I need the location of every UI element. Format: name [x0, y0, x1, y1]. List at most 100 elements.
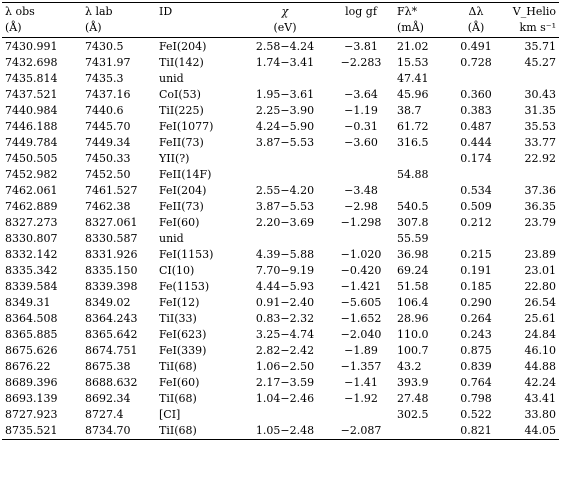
cell-id: CI(10) [159, 264, 195, 277]
cell-delta-lambda: 0.491 [460, 40, 492, 53]
header-lambda-obs: λ obs [2, 2, 82, 20]
cell-flux: 110.0 [397, 328, 429, 341]
cell-id: TiI(225) [159, 104, 204, 117]
cell-chi: 2.17−3.59 [255, 376, 315, 389]
cell-id: FeI(60) [159, 216, 200, 229]
cell-delta-lambda [450, 231, 502, 247]
cell-v-helio: 36.35 [524, 200, 557, 213]
cell-lambda-obs: 7440.984 [5, 104, 58, 117]
cell-lambda-lab: 8331.926 [85, 248, 138, 261]
cell-lambda-lab: 7440.6 [85, 104, 124, 117]
cell-lambda-obs: 7462.889 [5, 200, 58, 213]
cell-lambda-lab: 7450.33 [85, 152, 131, 165]
cell-delta-lambda: 0.839 [460, 360, 492, 373]
table-row: 7462.061 7461.527 FeI(204) 2.55−4.20 −3.48 0.… [2, 183, 559, 199]
cell-flux [394, 183, 450, 199]
cell-delta-lambda: 0.522 [460, 408, 492, 421]
cell-v-helio: 22.92 [524, 152, 557, 165]
cell-flux: 43.2 [397, 360, 422, 373]
cell-log-gf: −3.81 [344, 40, 378, 53]
table-row: 7437.521 7437.16 CoI(53) 1.95−3.61 −3.64 45.9… [2, 87, 559, 103]
cell-flux: 316.5 [397, 136, 429, 149]
cell-lambda-lab: 7431.97 [85, 56, 131, 69]
cell-lambda-obs: 8330.807 [5, 232, 58, 245]
cell-log-gf: −3.64 [344, 88, 378, 101]
cell-lambda-lab: 7449.34 [85, 136, 131, 149]
cell-v-helio: 35.71 [524, 40, 557, 53]
cell-flux: 55.59 [397, 232, 429, 245]
cell-chi: 3.25−4.74 [255, 328, 315, 341]
cell-delta-lambda: 0.360 [460, 88, 492, 101]
cell-flux: 38.7 [397, 104, 422, 117]
cell-log-gf [328, 71, 394, 87]
cell-id: TiI(68) [159, 392, 197, 405]
unit-chi: (eV) [242, 20, 328, 38]
cell-lambda-lab: 7437.16 [85, 88, 131, 101]
cell-flux: 27.48 [397, 392, 429, 405]
cell-lambda-lab: 8675.38 [85, 360, 131, 373]
cell-flux: 302.5 [397, 408, 429, 421]
cell-log-gf: −3.48 [344, 184, 378, 197]
cell-v-helio [502, 231, 559, 247]
cell-log-gf: −3.60 [344, 136, 378, 149]
cell-log-gf: −5.605 [340, 296, 382, 309]
cell-delta-lambda: 0.191 [460, 264, 492, 277]
cell-delta-lambda: 0.798 [460, 392, 492, 405]
cell-log-gf: −1.357 [340, 360, 382, 373]
header-flux: Fλ* [394, 2, 450, 20]
table-row: 8335.342 8335.150 CI(10) 7.70−9.19 −0.420 69.… [2, 263, 559, 279]
cell-v-helio: 26.54 [524, 296, 557, 309]
cell-log-gf: −1.020 [340, 248, 382, 261]
cell-lambda-obs: 7435.814 [5, 72, 58, 85]
cell-log-gf [328, 151, 394, 167]
cell-v-helio: 23.01 [524, 264, 557, 277]
cell-lambda-obs: 7452.982 [5, 168, 58, 181]
cell-v-helio: 43.41 [524, 392, 557, 405]
table-row: 8727.923 8727.4 [CI] 302.5 0.522 33.80 [2, 407, 559, 423]
cell-id: FeI(204) [159, 184, 207, 197]
cell-lambda-obs: 8339.584 [5, 280, 58, 293]
table-row: 7435.814 7435.3 unid 47.41 [2, 71, 559, 87]
cell-id: [CI] [159, 408, 181, 421]
cell-log-gf: −1.19 [344, 104, 378, 117]
table-row: 7430.991 7430.5 FeI(204) 2.58−4.24 −3.81 21.0… [2, 38, 559, 56]
cell-lambda-obs: 8364.508 [5, 312, 58, 325]
cell-v-helio: 35.53 [524, 120, 557, 133]
cell-v-helio: 33.80 [524, 408, 557, 421]
cell-log-gf: −2.283 [340, 56, 382, 69]
cell-delta-lambda: 0.215 [460, 248, 492, 261]
cell-lambda-lab: 8335.150 [85, 264, 138, 277]
table-row: 8339.584 8339.398 Fe(1153) 4.44−5.93 −1.421 5… [2, 279, 559, 295]
cell-id: TiI(68) [156, 423, 242, 440]
cell-chi [242, 231, 328, 247]
cell-delta-lambda: 0.383 [460, 104, 492, 117]
cell-v-helio: 45.27 [524, 56, 557, 69]
cell-chi: 4.39−5.88 [255, 248, 315, 261]
unit-lambda-lab: (Å) [82, 20, 156, 38]
cell-id: FeII(73) [159, 200, 204, 213]
cell-id: FeI(12) [159, 296, 200, 309]
cell-chi [242, 167, 328, 183]
cell-lambda-lab: 8339.398 [85, 280, 138, 293]
table-row: 7452.982 7452.50 FeII(14F) 54.88 [2, 167, 559, 183]
cell-lambda-lab: 8734.70 [82, 423, 156, 440]
table-row: 8332.142 8331.926 FeI(1153) 4.39−5.88 −1.020… [2, 247, 559, 263]
cell-lambda-obs: 8735.521 [2, 423, 82, 440]
cell-lambda-obs: 7437.521 [5, 88, 58, 101]
cell-id: FeII(73) [159, 136, 204, 149]
cell-delta-lambda: 0.487 [460, 120, 492, 133]
cell-log-gf: −1.421 [340, 280, 382, 293]
cell-log-gf: −0.31 [344, 120, 378, 133]
cell-lambda-obs: 7450.505 [5, 152, 58, 165]
cell-delta-lambda [450, 167, 502, 183]
cell-flux: 393.9 [397, 376, 429, 389]
cell-delta-lambda: 0.444 [460, 136, 492, 149]
cell-chi: 4.44−5.93 [255, 280, 315, 293]
unit-id [156, 20, 242, 38]
unit-v-helio: km s⁻¹ [502, 20, 559, 38]
spectral-line-table: λ obs λ lab ID χ log gf Fλ* Δλ V_Helio (… [2, 2, 559, 440]
table-row: 8364.508 8364.243 TiI(33) 0.83−2.32 −1.652 28… [2, 311, 559, 327]
cell-flux: 307.8 [397, 216, 429, 229]
header-lambda-lab: λ lab [82, 2, 156, 20]
cell-flux: 51.58 [397, 280, 429, 293]
